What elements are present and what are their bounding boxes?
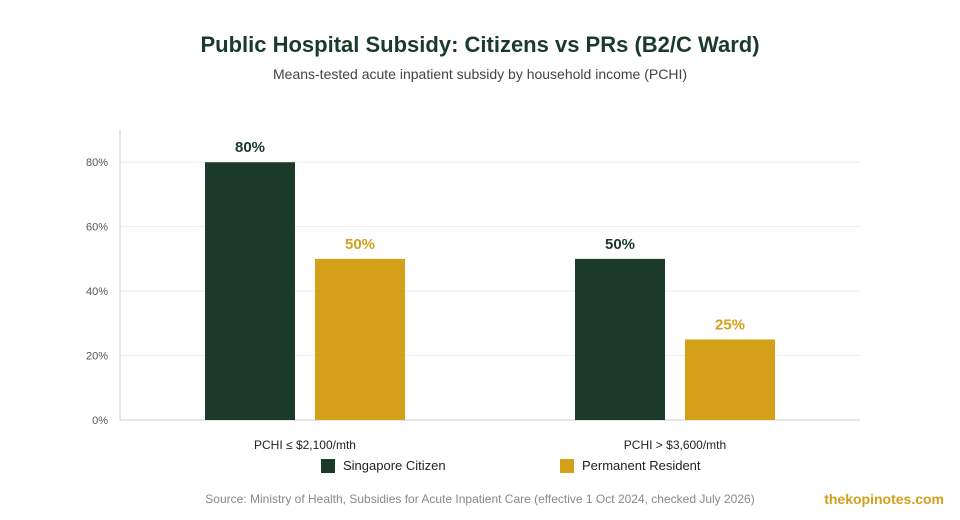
x-category-label: PCHI ≤ $2,100/mth bbox=[254, 438, 356, 452]
x-category-label: PCHI > $3,600/mth bbox=[624, 438, 726, 452]
bar-citizen bbox=[205, 162, 295, 420]
bar-citizen bbox=[575, 258, 665, 420]
bar-value-label: 50% bbox=[605, 236, 635, 253]
legend-swatch-pr bbox=[560, 458, 574, 473]
y-tick-label: 0% bbox=[92, 415, 108, 427]
bar-value-label: 50% bbox=[345, 236, 375, 253]
legend-item-pr: Permanent Resident bbox=[560, 458, 701, 473]
chart-subtitle: Means-tested acute inpatient subsidy by … bbox=[273, 66, 687, 82]
legend-swatch-citizen bbox=[321, 458, 335, 473]
source-note: Source: Ministry of Health, Subsidies fo… bbox=[205, 492, 755, 506]
legend-label-citizen: Singapore Citizen bbox=[343, 458, 446, 473]
bar-pr bbox=[685, 339, 775, 420]
bar-pr bbox=[315, 258, 405, 420]
y-tick-label: 40% bbox=[86, 286, 108, 298]
y-tick-label: 20% bbox=[86, 351, 108, 363]
bar-value-label: 80% bbox=[235, 139, 265, 156]
legend-label-pr: Permanent Resident bbox=[582, 458, 701, 473]
legend: Singapore Citizen Permanent Resident bbox=[0, 458, 960, 478]
y-tick-label: 60% bbox=[86, 222, 108, 234]
brand-watermark: thekopinotes.com bbox=[824, 491, 944, 507]
chart-title: Public Hospital Subsidy: Citizens vs PRs… bbox=[200, 32, 760, 57]
legend-item-citizen: Singapore Citizen bbox=[321, 458, 446, 473]
bar-value-label: 25% bbox=[715, 316, 745, 333]
y-tick-label: 80% bbox=[86, 157, 108, 169]
